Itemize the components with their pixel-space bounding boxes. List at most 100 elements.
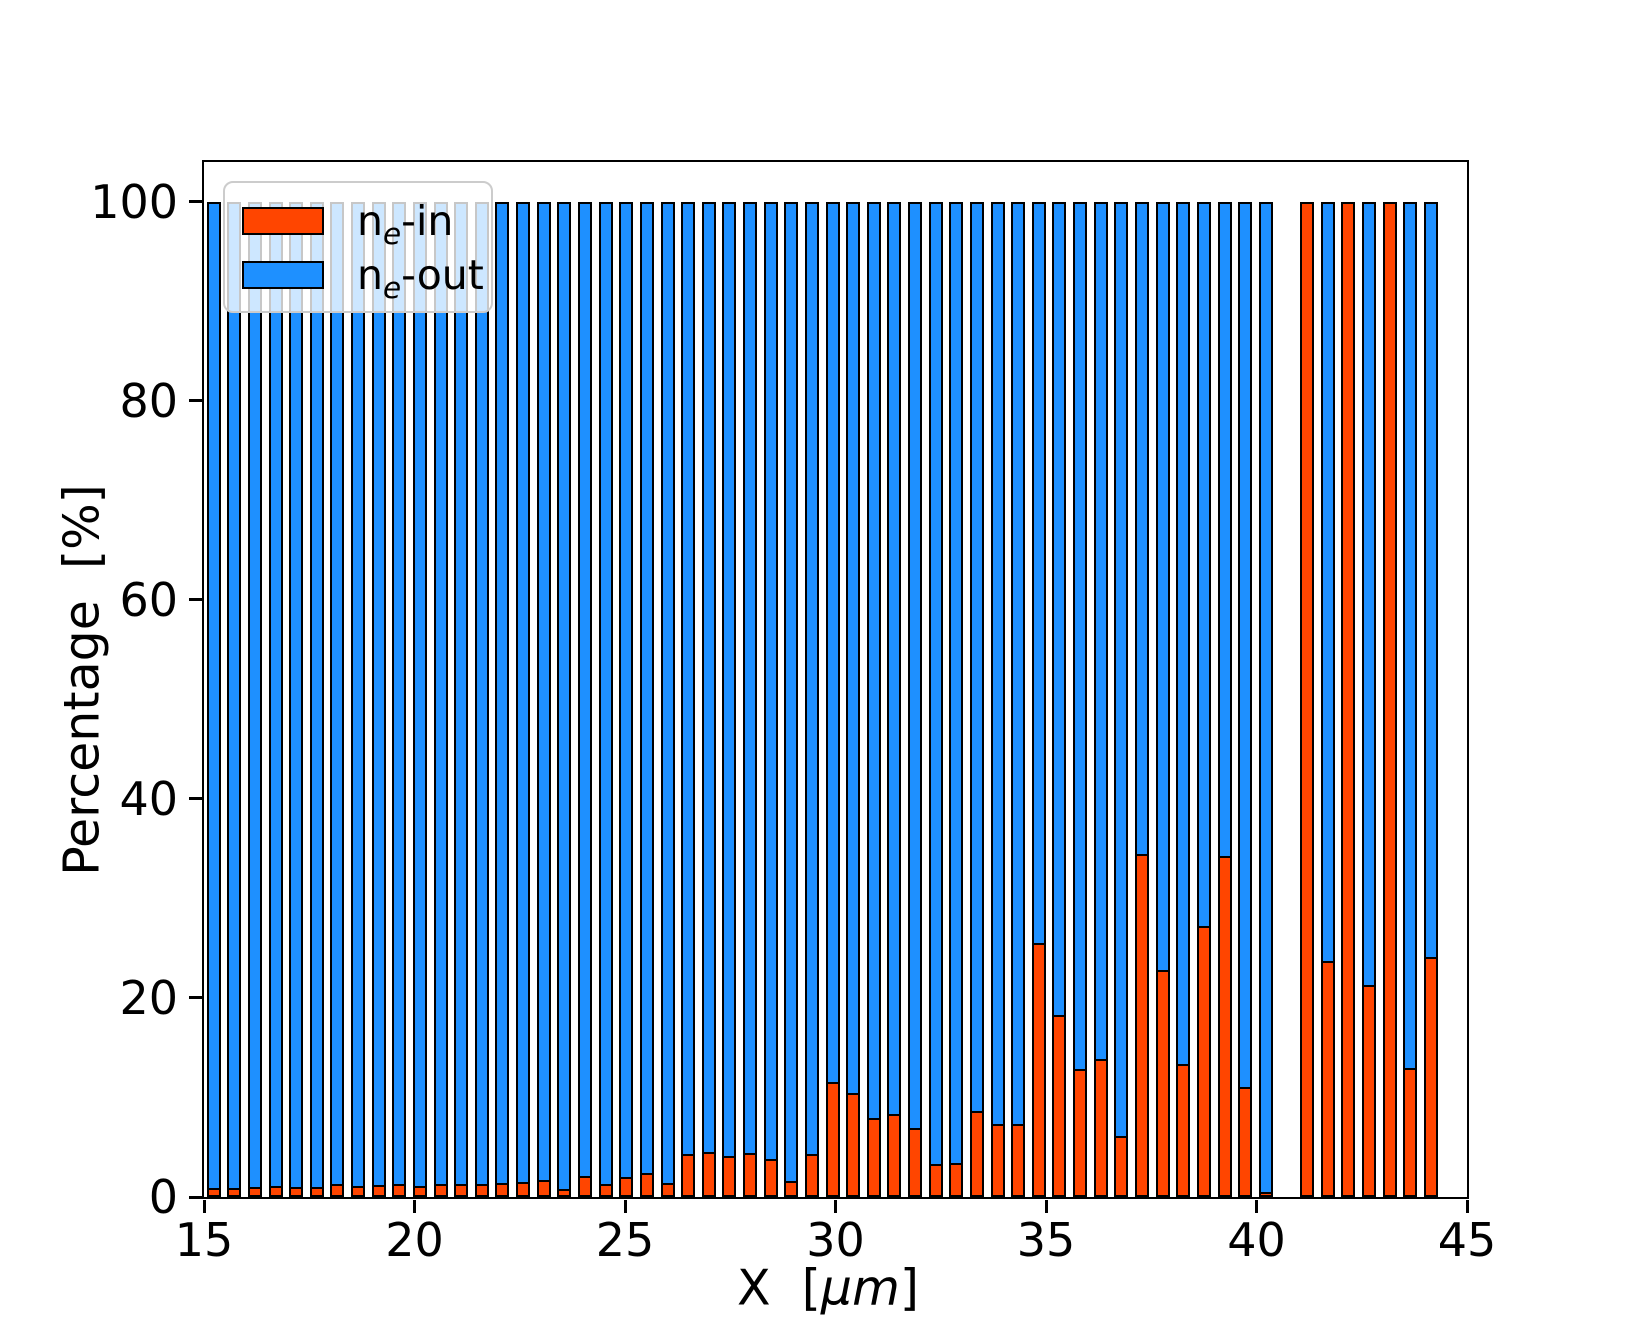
bar-ne-out-segment bbox=[371, 201, 386, 1187]
bar-ne-out-segment bbox=[412, 201, 427, 1188]
y-tick-label: 60 bbox=[119, 572, 178, 627]
bar-ne-in-segment bbox=[846, 1092, 861, 1197]
bar-ne-out-segment bbox=[1320, 201, 1335, 963]
legend-swatch-ne-in bbox=[242, 207, 324, 235]
bar-ne-out-segment bbox=[598, 201, 613, 1186]
bar-ne-out-segment bbox=[454, 201, 469, 1186]
legend-label-sub: e bbox=[383, 217, 402, 252]
bar-ne-out-segment bbox=[1134, 201, 1149, 857]
bar-ne-in-segment bbox=[1031, 942, 1046, 1197]
bar-ne-out-segment bbox=[1361, 201, 1376, 987]
legend-item-ne-out: ne-out bbox=[242, 251, 491, 303]
bar-ne-in-segment bbox=[639, 1172, 654, 1197]
bar-ne-out-segment bbox=[660, 201, 675, 1185]
bar-ne-out-segment bbox=[1114, 201, 1129, 1138]
bar-ne-out-segment bbox=[1155, 201, 1170, 972]
bar-ne-out-segment bbox=[701, 201, 716, 1154]
legend-item-ne-in: ne-in bbox=[242, 198, 491, 249]
bar-ne-out-segment bbox=[206, 201, 221, 1190]
bar-ne-out-segment bbox=[722, 201, 737, 1158]
bar-ne-in-segment bbox=[908, 1127, 923, 1197]
bar-ne-out-segment bbox=[578, 201, 592, 1178]
legend-swatch-ne-out bbox=[242, 261, 324, 289]
y-tick-label: 0 bbox=[148, 1170, 178, 1224]
bar-ne-out-segment bbox=[1238, 201, 1253, 1090]
bar-ne-out-segment bbox=[1196, 201, 1211, 928]
bar-ne-out-segment bbox=[639, 201, 654, 1175]
x-tick-mark bbox=[413, 1199, 416, 1213]
x-axis-label-suffix: ] bbox=[899, 1259, 919, 1317]
bar-ne-in-segment bbox=[887, 1113, 902, 1197]
x-tick-label: 15 bbox=[174, 1213, 234, 1267]
bar-ne-in-segment bbox=[681, 1153, 696, 1197]
legend-label-ne-in: ne-in bbox=[357, 199, 453, 249]
x-tick-label: 30 bbox=[806, 1213, 865, 1267]
bar-ne-out-segment bbox=[289, 201, 304, 1189]
x-tick-label: 20 bbox=[385, 1213, 444, 1267]
legend-label-rest: -out bbox=[401, 251, 484, 299]
bar-ne-in-segment bbox=[969, 1110, 984, 1197]
legend-label-sub: e bbox=[383, 271, 402, 306]
bar-ne-in-segment bbox=[1423, 956, 1438, 1197]
bar-ne-out-segment bbox=[392, 201, 407, 1186]
bar-ne-in-segment bbox=[1382, 201, 1397, 1197]
bar-ne-in-segment bbox=[990, 1123, 1005, 1197]
bar-ne-out-segment bbox=[804, 201, 819, 1156]
bar-ne-in-segment bbox=[1134, 853, 1149, 1197]
bar-ne-out-segment bbox=[536, 201, 551, 1182]
y-tick-mark bbox=[188, 996, 202, 1000]
bar-ne-in-segment bbox=[784, 1180, 799, 1197]
bar-ne-in-segment bbox=[1196, 925, 1211, 1197]
bar-ne-out-segment bbox=[1403, 201, 1418, 1071]
bar-ne-out-segment bbox=[474, 201, 489, 1186]
bar-ne-in-segment bbox=[1052, 1014, 1067, 1197]
bar-ne-in-segment bbox=[743, 1152, 758, 1197]
bar-ne-out-segment bbox=[330, 201, 345, 1186]
bar-ne-in-segment bbox=[1238, 1086, 1253, 1197]
legend-label-base: n bbox=[357, 251, 383, 299]
y-tick-label: 80 bbox=[119, 373, 178, 428]
bar-ne-out-segment bbox=[1031, 201, 1046, 945]
bar-ne-out-segment bbox=[949, 201, 964, 1165]
bar-ne-out-segment bbox=[1052, 201, 1067, 1018]
bar-ne-in-segment bbox=[1341, 201, 1356, 1197]
bar-ne-out-segment bbox=[1217, 201, 1232, 859]
x-tick-label: 45 bbox=[1437, 1213, 1497, 1267]
bar-ne-out-segment bbox=[763, 201, 778, 1161]
y-tick-label: 40 bbox=[119, 771, 178, 826]
bar-ne-out-segment bbox=[516, 201, 531, 1184]
y-tick-mark bbox=[188, 598, 202, 602]
bar-ne-out-segment bbox=[846, 201, 861, 1096]
bar-ne-in-segment bbox=[1403, 1067, 1418, 1197]
x-tick-mark bbox=[623, 1199, 627, 1213]
bar-ne-in-segment bbox=[949, 1162, 964, 1197]
bar-ne-out-segment bbox=[1073, 201, 1088, 1072]
x-tick-mark bbox=[1465, 1199, 1469, 1213]
bar-ne-out-segment bbox=[866, 201, 881, 1120]
y-tick-label: 20 bbox=[119, 970, 178, 1025]
x-tick-label: 35 bbox=[1016, 1213, 1076, 1267]
bar-ne-in-segment bbox=[578, 1175, 592, 1197]
bar-ne-in-segment bbox=[1361, 984, 1376, 1197]
x-axis-label-math: μm bbox=[820, 1259, 900, 1317]
bar-ne-out-segment bbox=[681, 201, 696, 1156]
bar-ne-out-segment bbox=[1423, 201, 1438, 959]
bar-ne-out-segment bbox=[990, 201, 1005, 1126]
bar-ne-out-segment bbox=[351, 201, 366, 1188]
bar-ne-in-segment bbox=[722, 1155, 737, 1197]
bar-ne-out-segment bbox=[784, 201, 799, 1183]
x-tick-label: 40 bbox=[1227, 1213, 1286, 1267]
x-tick-mark bbox=[834, 1199, 837, 1213]
bars-layer bbox=[204, 162, 1467, 1197]
y-tick-mark bbox=[188, 200, 202, 204]
bar-ne-out-segment bbox=[887, 201, 902, 1116]
bar-ne-out-segment bbox=[247, 201, 262, 1189]
bar-ne-out-segment bbox=[619, 201, 634, 1179]
y-tick-mark bbox=[188, 1195, 202, 1199]
bar-ne-out-segment bbox=[908, 201, 923, 1130]
bar-ne-in-segment bbox=[825, 1081, 840, 1197]
bar-ne-in-segment bbox=[928, 1163, 943, 1197]
x-tick-label: 25 bbox=[595, 1213, 655, 1267]
bar-ne-in-segment bbox=[866, 1117, 881, 1197]
